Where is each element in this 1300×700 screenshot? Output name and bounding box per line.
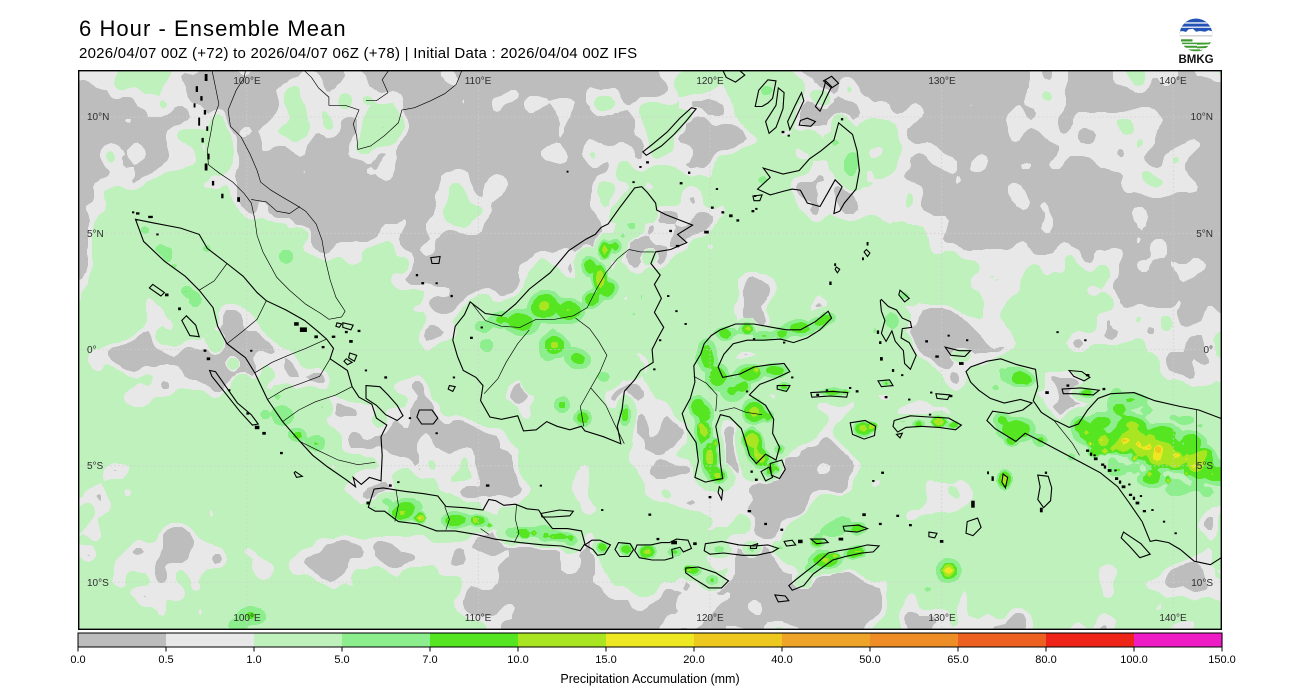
svg-text:150.0: 150.0: [1208, 654, 1236, 666]
svg-text:140°E: 140°E: [1159, 76, 1187, 87]
svg-text:10°S: 10°S: [87, 578, 109, 589]
svg-text:100.0: 100.0: [1120, 654, 1148, 666]
svg-text:130°E: 130°E: [928, 76, 956, 87]
svg-text:110°E: 110°E: [465, 76, 492, 87]
svg-text:110°E: 110°E: [465, 613, 492, 624]
svg-text:0.0: 0.0: [70, 654, 85, 666]
svg-text:50.0: 50.0: [859, 654, 880, 666]
svg-text:140°E: 140°E: [1159, 613, 1187, 624]
svg-text:10°N: 10°N: [1191, 112, 1213, 123]
svg-text:0°: 0°: [87, 345, 97, 356]
svg-text:130°E: 130°E: [928, 613, 956, 624]
svg-text:7.0: 7.0: [422, 654, 437, 666]
svg-text:40.0: 40.0: [771, 654, 792, 666]
svg-text:5.0: 5.0: [334, 654, 349, 666]
svg-text:0°: 0°: [1203, 345, 1213, 356]
svg-text:65.0: 65.0: [947, 654, 968, 666]
svg-text:5°S: 5°S: [1197, 461, 1214, 472]
svg-text:120°E: 120°E: [696, 76, 724, 87]
svg-text:10.0: 10.0: [507, 654, 528, 666]
svg-text:5°S: 5°S: [87, 461, 104, 472]
svg-text:100°E: 100°E: [233, 613, 261, 624]
svg-text:BMKG: BMKG: [1179, 54, 1214, 66]
svg-text:120°E: 120°E: [696, 613, 724, 624]
svg-text:5°N: 5°N: [87, 229, 104, 240]
svg-text:10°N: 10°N: [87, 112, 109, 123]
svg-text:0.5: 0.5: [158, 654, 173, 666]
svg-text:15.0: 15.0: [595, 654, 616, 666]
svg-text:100°E: 100°E: [233, 76, 261, 87]
svg-text:1.0: 1.0: [246, 654, 261, 666]
svg-text:20.0: 20.0: [683, 654, 704, 666]
svg-text:10°S: 10°S: [1191, 578, 1213, 589]
svg-text:5°N: 5°N: [1196, 229, 1213, 240]
svg-text:80.0: 80.0: [1035, 654, 1056, 666]
